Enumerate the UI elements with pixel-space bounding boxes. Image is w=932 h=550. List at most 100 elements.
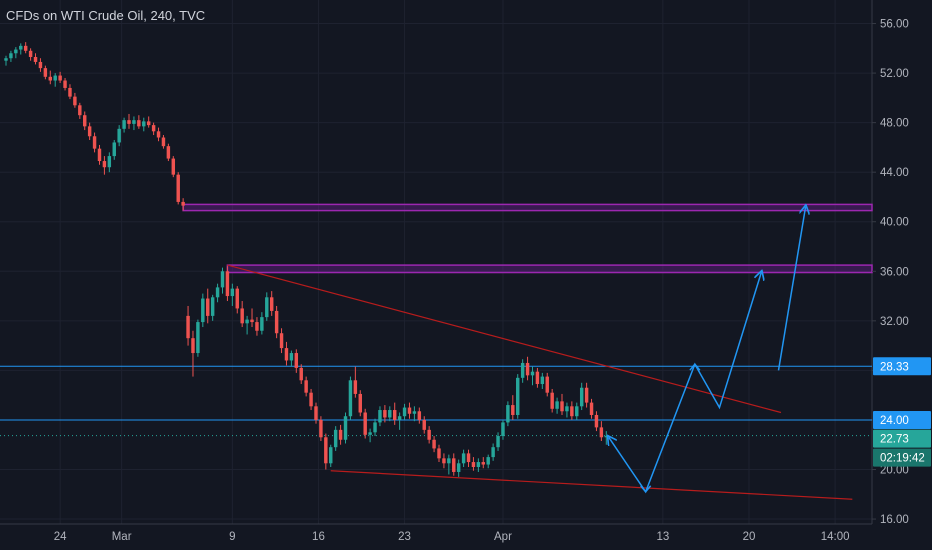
candle	[570, 401, 574, 420]
candle	[102, 156, 107, 175]
candle	[186, 305, 190, 346]
candle	[456, 459, 461, 477]
trend-line	[330, 470, 853, 500]
candle	[255, 317, 259, 336]
candle	[471, 457, 476, 471]
candle	[269, 291, 274, 316]
candle	[338, 424, 343, 445]
time-tick-label: 24	[54, 531, 67, 543]
candle	[530, 366, 535, 386]
candle	[127, 113, 131, 129]
forecast-arrow	[777, 207, 806, 371]
candle	[368, 428, 372, 443]
candle	[353, 366, 358, 398]
candle	[437, 444, 441, 463]
candle	[225, 266, 230, 302]
resistance-zone	[226, 264, 873, 274]
candle	[427, 426, 431, 444]
candle	[63, 78, 67, 91]
candle	[388, 406, 392, 422]
candle	[171, 156, 176, 178]
price-tick-label: 32.00	[880, 316, 909, 328]
price-tick-label: 16.00	[880, 514, 909, 526]
candle	[545, 372, 549, 397]
candle	[142, 117, 146, 132]
candle	[486, 454, 490, 469]
candle	[68, 84, 72, 100]
candle	[9, 50, 13, 62]
last-price-label: 22.73	[880, 434, 909, 446]
candle	[452, 453, 456, 476]
candle	[447, 454, 451, 475]
price-tick-label: 40.00	[880, 217, 909, 229]
candle	[584, 382, 589, 408]
candle	[358, 390, 362, 417]
candle	[210, 294, 215, 321]
price-tick-label: 44.00	[880, 167, 909, 179]
candle	[181, 198, 185, 211]
candle	[516, 374, 520, 419]
candle	[53, 73, 57, 87]
candle	[506, 401, 510, 427]
candle	[363, 408, 367, 439]
candle	[422, 416, 426, 434]
candle	[392, 402, 397, 425]
candle	[329, 444, 333, 468]
candle	[397, 412, 402, 430]
time-tick-label: 16	[312, 531, 325, 543]
candle	[525, 356, 530, 381]
candle	[83, 111, 87, 131]
candle	[550, 388, 554, 413]
candle	[579, 382, 584, 411]
candle	[540, 372, 545, 389]
candle	[112, 139, 116, 160]
time-tick-label: 20	[743, 531, 756, 543]
candle	[501, 419, 505, 440]
candle	[304, 376, 308, 397]
candle	[215, 283, 220, 303]
time-tick-label: 23	[398, 531, 411, 543]
candle	[417, 407, 422, 424]
candle	[476, 458, 481, 472]
candle	[117, 125, 121, 147]
candle	[324, 433, 328, 470]
candle	[279, 328, 284, 354]
level-label-top: 28.33	[880, 361, 909, 373]
candle	[599, 421, 604, 442]
candle	[43, 65, 48, 80]
candle	[58, 71, 62, 83]
candle	[589, 398, 594, 419]
candle	[28, 48, 33, 61]
candle	[137, 115, 141, 129]
candle	[333, 426, 338, 451]
time-tick-label: 9	[229, 531, 235, 543]
candle	[461, 449, 466, 468]
candle	[38, 58, 43, 72]
candle	[412, 406, 417, 422]
candle	[196, 319, 200, 357]
candle	[407, 402, 412, 419]
time-tick-label: 13	[656, 531, 669, 543]
price-tick-label: 20.00	[880, 464, 909, 476]
candle	[319, 416, 323, 442]
candle	[201, 293, 205, 328]
level-label-bottom-bg	[873, 410, 931, 429]
time-tick-label: 14:00	[821, 531, 850, 543]
candle	[604, 431, 609, 445]
candle	[23, 42, 28, 54]
resistance-zone	[182, 203, 873, 212]
candle	[511, 395, 515, 420]
candle	[161, 135, 166, 149]
candle	[176, 172, 180, 205]
candle	[299, 364, 303, 385]
candle	[166, 143, 171, 162]
candle	[92, 132, 97, 153]
candle	[520, 359, 525, 383]
candle	[245, 315, 249, 335]
candle	[14, 47, 18, 59]
candle	[230, 283, 235, 306]
candle	[191, 330, 195, 377]
candle	[97, 144, 102, 165]
